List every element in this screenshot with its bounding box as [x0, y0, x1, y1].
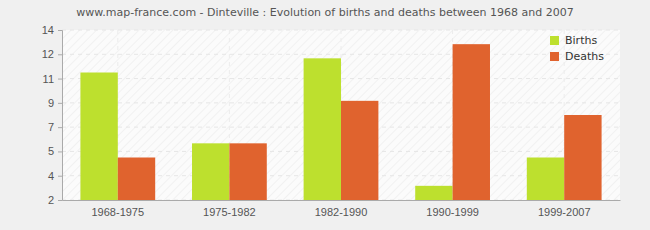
bar	[453, 44, 490, 200]
y-tick-mark	[58, 103, 62, 104]
x-tick: 1990-1999	[426, 200, 479, 218]
y-tick: 7	[48, 121, 62, 133]
y-tick: 11	[43, 73, 62, 85]
y-tick: 12	[42, 48, 62, 60]
y-tick-label: 4	[48, 170, 54, 182]
y-tick-label: 9	[48, 97, 54, 109]
legend-swatch	[550, 36, 559, 45]
legend-label: Births	[565, 34, 597, 47]
bar	[229, 143, 266, 200]
x-tick-label: 1982-1990	[315, 206, 368, 218]
chart: www.map-france.com - Dinteville : Evolut…	[0, 0, 650, 230]
y-axis-line	[58, 31, 63, 201]
bar	[341, 101, 378, 200]
y-tick-label: 7	[48, 121, 54, 133]
x-tick: 1982-1990	[315, 200, 368, 218]
x-tick-label: 1990-1999	[426, 206, 479, 218]
y-tick: 14	[42, 24, 62, 36]
legend-item: Births	[550, 34, 597, 47]
y-tick-label: 11	[43, 73, 54, 85]
x-tick: 1999-2007	[538, 200, 591, 218]
x-tick-label: 1968-1975	[91, 206, 144, 218]
y-tick-label: 12	[42, 48, 54, 60]
y-tick-mark	[58, 151, 62, 152]
y-tick-label: 14	[42, 24, 54, 36]
bar	[80, 73, 117, 201]
bar	[564, 115, 601, 200]
y-axis: 2 4 5 7 9 11 12 14	[42, 24, 63, 206]
legend-item: Deaths	[550, 50, 604, 63]
y-tick-label: 5	[48, 145, 54, 157]
y-tick: 9	[48, 97, 62, 109]
y-tick: 4	[48, 170, 62, 182]
bars	[80, 44, 601, 200]
bar	[304, 58, 341, 200]
x-tick-label: 1975-1982	[203, 206, 256, 218]
bar	[118, 158, 155, 201]
x-tick-label: 1999-2007	[538, 206, 591, 218]
title: www.map-france.com - Dinteville : Evolut…	[76, 6, 573, 19]
x-axis-line	[63, 200, 621, 201]
y-tick-mark	[58, 54, 62, 55]
x-tick: 1968-1975	[91, 200, 144, 218]
bar	[527, 158, 564, 201]
y-tick-mark	[58, 79, 62, 80]
bar	[192, 143, 229, 200]
y-tick-mark	[58, 127, 62, 128]
y-tick: 5	[48, 145, 62, 157]
y-tick-mark	[58, 30, 62, 31]
y-tick: 2	[48, 194, 62, 206]
legend-swatch	[550, 52, 559, 61]
y-tick-mark	[58, 176, 62, 177]
x-tick: 1975-1982	[203, 200, 256, 218]
x-axis: 1968-1975 1975-1982 1982-1990 1990-1999 1999…	[63, 200, 621, 218]
plot-background	[62, 30, 620, 200]
legend: Births Deaths	[550, 34, 604, 63]
bar	[415, 186, 452, 200]
y-tick-mark	[58, 200, 62, 201]
grid	[62, 30, 620, 200]
legend-label: Deaths	[565, 50, 604, 63]
y-tick-label: 2	[48, 194, 54, 206]
